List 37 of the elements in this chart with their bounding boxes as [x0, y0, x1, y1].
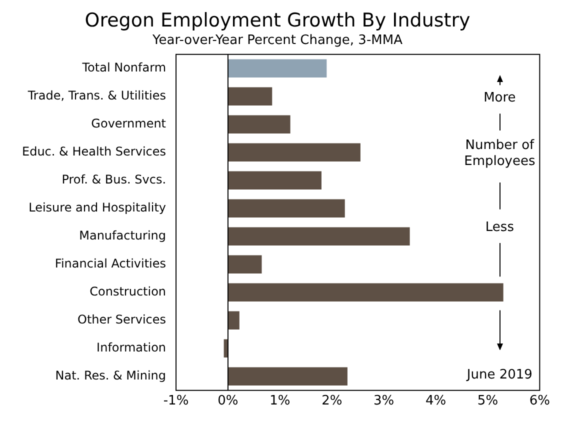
- bar: [228, 227, 410, 246]
- annotation: More: [484, 90, 516, 106]
- bar: [228, 367, 348, 386]
- chart-subtitle: Year-over-Year Percent Change, 3-MMA: [152, 32, 403, 48]
- annotation: Number of Employees: [464, 138, 536, 169]
- bar: [228, 199, 345, 218]
- bar: [228, 59, 327, 78]
- y-tick-label: Prof. & Bus. Svcs.: [62, 172, 166, 187]
- y-tick-label: Nat. Res. & Mining: [55, 368, 166, 383]
- x-tick-label: 4%: [425, 394, 446, 409]
- bar: [228, 311, 240, 330]
- y-tick-label: Information: [96, 340, 166, 355]
- chart-title: Oregon Employment Growth By Industry: [84, 9, 470, 32]
- x-tick-label: 5%: [477, 394, 498, 409]
- bar: [228, 171, 322, 190]
- y-tick-label: Other Services: [78, 312, 166, 327]
- y-tick-label: Financial Activities: [54, 256, 166, 271]
- bar: [228, 283, 504, 302]
- x-tick-label: 1%: [270, 394, 290, 409]
- annotation: Less: [485, 220, 514, 235]
- y-tick-label: Trade, Trans. & Utilities: [26, 88, 166, 103]
- y-tick-label: Manufacturing: [79, 228, 166, 243]
- annotation: June 2019: [466, 368, 532, 383]
- bar: [228, 115, 290, 134]
- bar: [228, 143, 360, 162]
- x-tick-label: 0%: [218, 394, 238, 409]
- y-tick-label: Leisure and Hospitality: [28, 200, 166, 215]
- y-tick-label: Total Nonfarm: [81, 60, 166, 75]
- x-tick-label: -1%: [163, 394, 189, 409]
- y-tick-label: Construction: [90, 284, 166, 299]
- x-tick-label: 2%: [322, 394, 342, 409]
- bar: [228, 87, 272, 106]
- y-tick-label: Government: [91, 116, 166, 131]
- x-tick-label: 6%: [529, 394, 550, 409]
- x-tick-label: 3%: [374, 394, 394, 409]
- bar: [228, 255, 262, 274]
- y-tick-label: Educ. & Health Services: [22, 144, 166, 159]
